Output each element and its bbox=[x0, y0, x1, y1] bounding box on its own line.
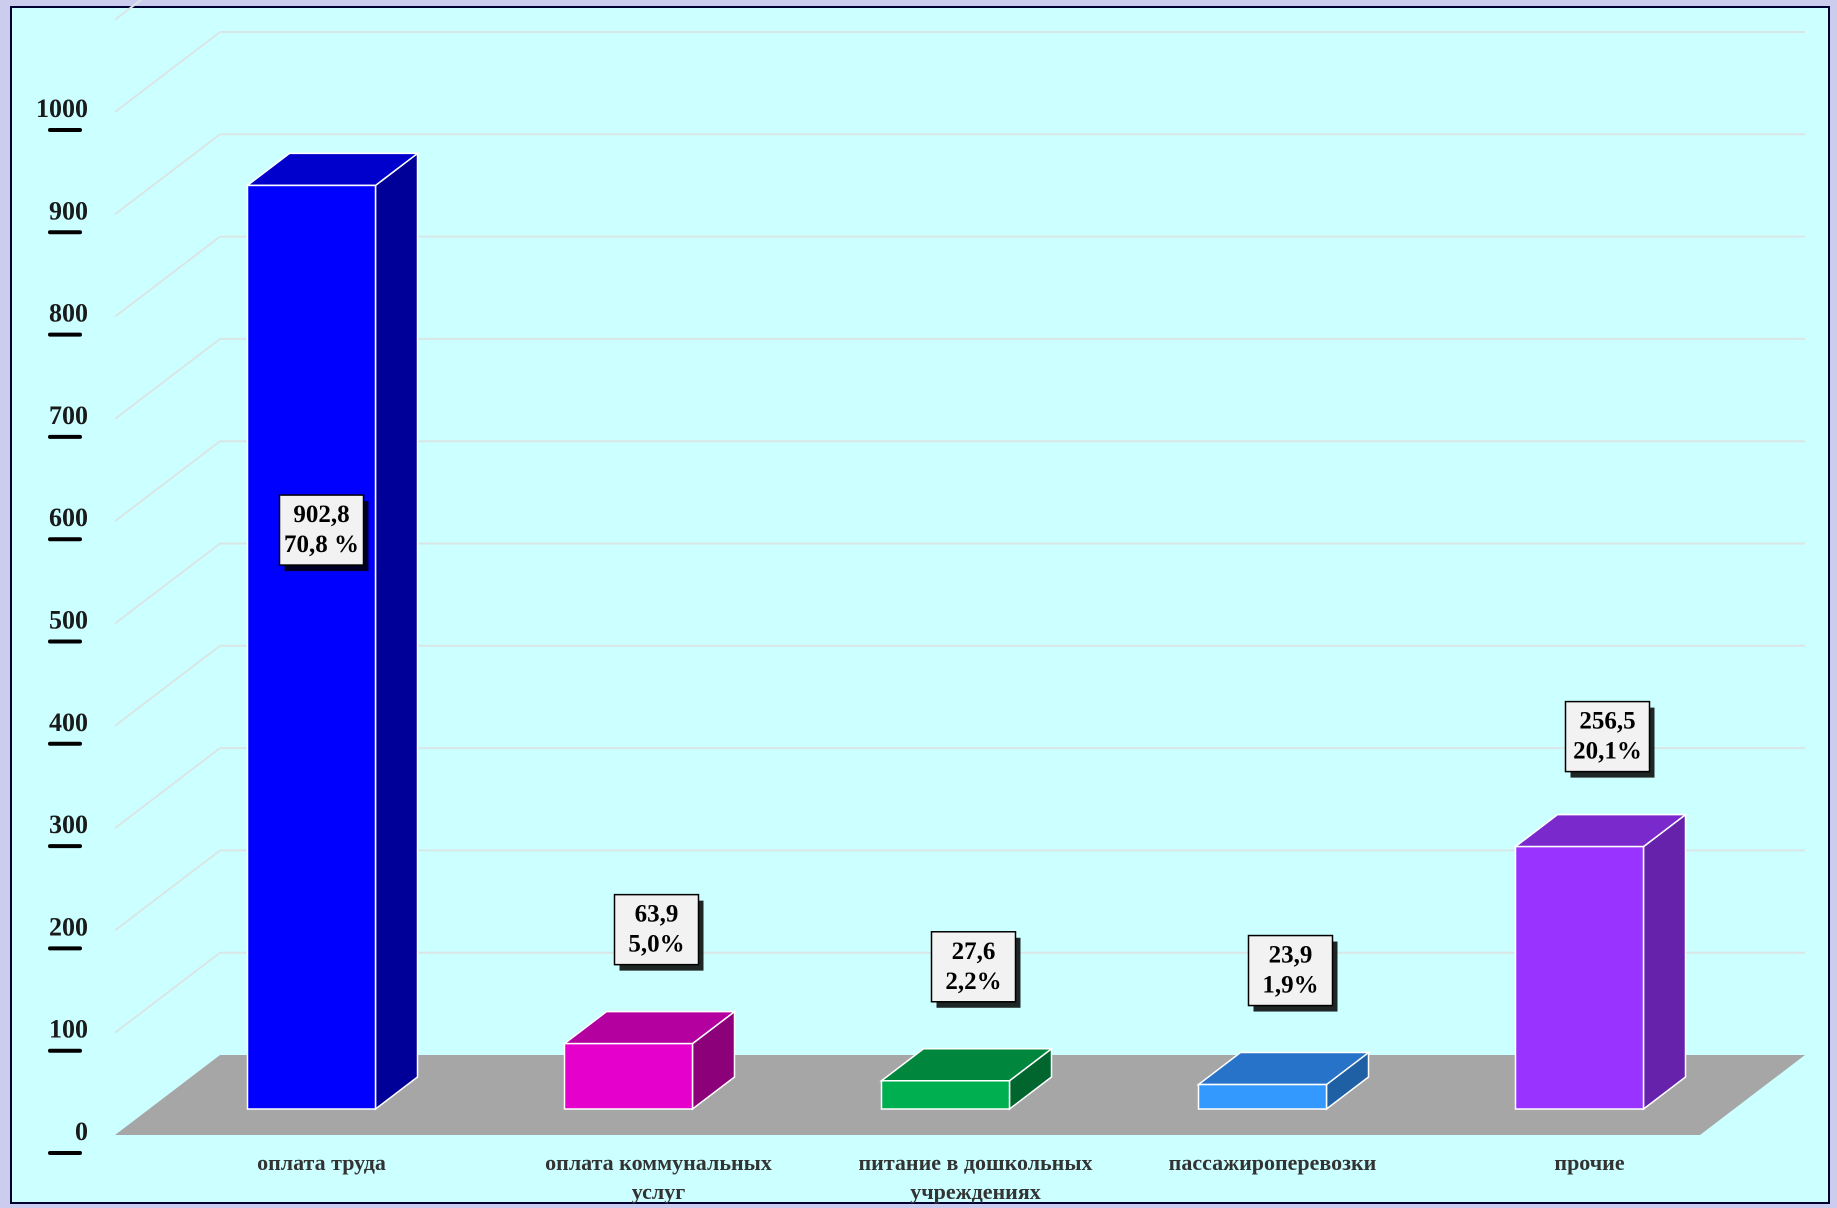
gridline-diagonal bbox=[114, 747, 221, 829]
y-tick-label: 0 bbox=[75, 1117, 88, 1146]
x-axis: оплата труда оплата коммунальных услуг пита… bbox=[257, 1150, 1625, 1204]
y-tick-label: 200 bbox=[49, 912, 88, 941]
x-tick-label: оплата труда bbox=[257, 1150, 386, 1175]
bar bbox=[562, 1010, 737, 1111]
gridline-diagonal bbox=[114, 542, 221, 625]
bar bbox=[879, 1047, 1054, 1111]
x-tick-label: услуг bbox=[632, 1179, 685, 1204]
x-tick-label: питание в дошкольных bbox=[858, 1150, 1092, 1175]
data-label: 63,9 5,0% bbox=[613, 893, 704, 971]
x-tick-label: прочие bbox=[1554, 1150, 1624, 1175]
bar-front bbox=[246, 184, 377, 1110]
bar bbox=[1196, 1051, 1371, 1111]
bar bbox=[1513, 813, 1688, 1111]
data-label: 23,9 1,9% bbox=[1247, 934, 1338, 1012]
data-label-text: 20,1% bbox=[1573, 738, 1642, 765]
data-label-box bbox=[613, 893, 700, 966]
gridlines bbox=[114, 0, 1805, 1034]
x-tick-label: пассажироперевозки bbox=[1169, 1150, 1377, 1175]
data-label-text: 1,9% bbox=[1262, 972, 1318, 999]
gridline-diagonal bbox=[114, 440, 221, 522]
data-label-text: 63,9 bbox=[635, 901, 679, 928]
data-label-text: 2,2% bbox=[945, 968, 1001, 995]
bar-front bbox=[563, 1042, 694, 1110]
y-tick-label: 1000 bbox=[36, 94, 88, 123]
data-label-text: 902,8 bbox=[293, 501, 349, 528]
data-label: 27,6 2,2% bbox=[930, 931, 1021, 1008]
bar bbox=[245, 151, 420, 1111]
data-label-text: 70,8 % bbox=[284, 531, 359, 558]
bar-front bbox=[1514, 845, 1645, 1110]
gridline-diagonal bbox=[114, 951, 221, 1034]
data-label: 256,5 20,1% bbox=[1564, 700, 1655, 778]
bar-side bbox=[1642, 813, 1687, 1111]
y-tick-label: 800 bbox=[49, 299, 88, 328]
bars bbox=[245, 151, 1688, 1111]
y-tick-label: 900 bbox=[49, 196, 88, 225]
y-axis: 0 100 200 300 400 500 600 700 800 900 1000 bbox=[36, 94, 88, 1155]
gridline-diagonal bbox=[114, 235, 221, 318]
gridline-diagonal bbox=[114, 0, 143, 21]
y-tick-label: 600 bbox=[49, 503, 88, 532]
gridline-diagonal bbox=[114, 338, 221, 420]
bar-front bbox=[1197, 1083, 1328, 1110]
gridline-diagonal bbox=[114, 849, 221, 932]
gridline-diagonal bbox=[114, 645, 221, 727]
y-tick-label: 100 bbox=[49, 1015, 88, 1044]
data-label-box bbox=[930, 931, 1017, 1003]
gridline-diagonal bbox=[114, 133, 221, 216]
gridline-diagonal bbox=[114, 31, 221, 113]
data-label-box bbox=[278, 494, 365, 566]
data-label-text: 256,5 bbox=[1579, 708, 1635, 735]
data-label-text: 27,6 bbox=[952, 938, 996, 965]
y-tick-label: 400 bbox=[49, 708, 88, 737]
data-label-text: 5,0% bbox=[628, 931, 684, 958]
x-tick-label: оплата коммунальных bbox=[545, 1150, 772, 1175]
bar-side bbox=[374, 151, 419, 1111]
bar-front bbox=[880, 1080, 1011, 1110]
y-tick-label: 700 bbox=[49, 401, 88, 430]
data-label: 902,8 70,8 % bbox=[278, 494, 369, 572]
data-label-box bbox=[1247, 934, 1334, 1007]
data-label-text: 23,9 bbox=[1269, 942, 1313, 969]
y-tick-label: 500 bbox=[49, 606, 88, 635]
data-label-box bbox=[1564, 700, 1651, 773]
x-tick-label: учреждениях bbox=[910, 1179, 1041, 1204]
y-tick-label: 300 bbox=[49, 810, 88, 839]
data-labels: 902,8 70,8 % 63,9 5,0% 27,6 2,2% 23,9 1,9% 256,5… bbox=[278, 494, 1655, 1012]
